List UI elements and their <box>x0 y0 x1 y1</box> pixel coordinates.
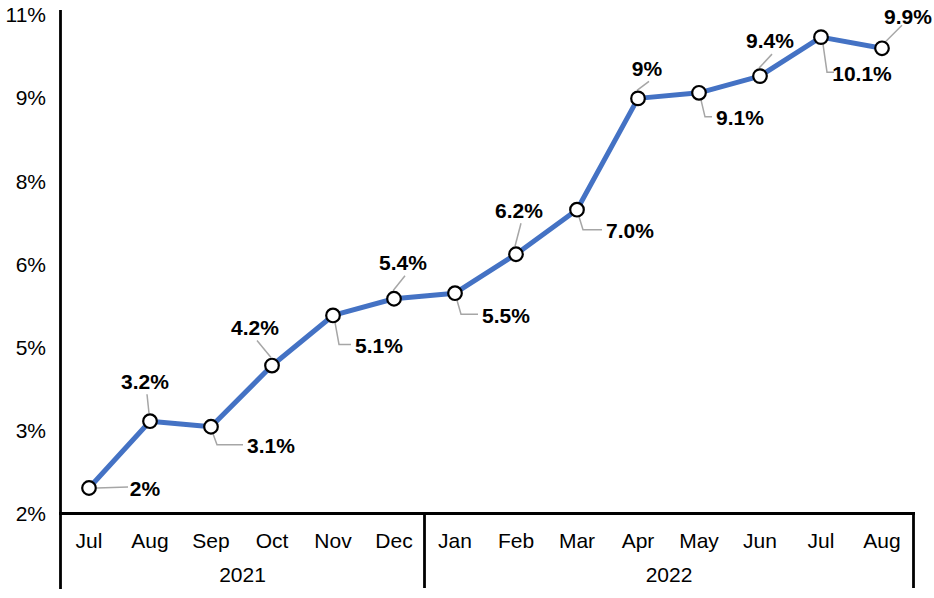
data-point-label: 5.5% <box>482 304 530 327</box>
x-month-label: Apr <box>622 529 655 552</box>
data-point-marker <box>204 420 218 434</box>
data-point-label: 6.2% <box>495 199 543 222</box>
label-leader-line <box>97 487 128 488</box>
data-point-label: 10.1% <box>832 62 892 85</box>
label-leader-line <box>335 322 351 344</box>
x-month-label: Feb <box>498 529 534 552</box>
label-leader-line <box>257 341 271 358</box>
label-leader-line <box>147 394 149 413</box>
label-leader-line <box>759 54 772 68</box>
y-tick-label: 3% <box>16 419 46 442</box>
data-point-label: 9% <box>632 57 663 80</box>
x-month-label: May <box>679 529 719 552</box>
data-point-label: 9.1% <box>716 106 764 129</box>
data-point-label: 5.4% <box>379 251 427 274</box>
data-point-label: 3.1% <box>247 434 295 457</box>
data-point-marker <box>387 292 401 306</box>
x-month-label: Nov <box>314 529 352 552</box>
label-leader-line <box>885 25 902 42</box>
data-point-label: 2% <box>130 477 161 500</box>
data-point-label: 9.9% <box>884 5 932 28</box>
y-tick-label: 8% <box>16 170 46 193</box>
data-point-label: 4.2% <box>231 316 279 339</box>
data-point-label: 3.2% <box>121 370 169 393</box>
x-month-label: Aug <box>131 529 168 552</box>
data-point-marker <box>326 309 340 323</box>
chart-canvas: 11% 9% 8% 6% 5% 3% 2% Jul Aug Sep Oct Nov Dec Jan Feb M… <box>0 0 934 598</box>
data-point-marker <box>631 92 645 106</box>
label-leader-line <box>213 434 243 445</box>
y-tick-label: 9% <box>16 86 46 109</box>
x-month-label: Jan <box>438 529 472 552</box>
y-tick-label: 6% <box>16 253 46 276</box>
x-month-label: Jul <box>808 529 835 552</box>
data-point-label: 9.4% <box>746 29 794 52</box>
data-point-marker <box>814 30 828 44</box>
label-leader-line <box>579 217 602 230</box>
x-month-label: Sep <box>192 529 229 552</box>
data-point-label: 5.1% <box>355 334 403 357</box>
y-tick-label: 2% <box>16 502 46 525</box>
data-point-marker <box>265 359 279 373</box>
label-leader-line <box>701 100 712 117</box>
data-point-marker <box>875 41 889 55</box>
label-leader-line <box>515 223 521 246</box>
label-leader-line <box>393 276 405 291</box>
y-tick-label: 5% <box>16 336 46 359</box>
data-point-marker <box>570 203 584 217</box>
percentage-line-chart: 11% 9% 8% 6% 5% 3% 2% Jul Aug Sep Oct Nov Dec Jan Feb M… <box>0 0 934 598</box>
data-point-marker <box>143 414 157 428</box>
x-month-label: Mar <box>559 529 595 552</box>
x-month-label: Jul <box>76 529 103 552</box>
data-point-marker <box>753 69 767 83</box>
data-point-label: 7.0% <box>606 219 654 242</box>
label-leader-line <box>637 81 649 90</box>
x-month-label: Jun <box>743 529 777 552</box>
x-year-label: 2022 <box>646 563 693 586</box>
y-tick-label: 11% <box>6 3 46 26</box>
x-month-label: Aug <box>863 529 900 552</box>
x-year-label: 2021 <box>219 563 266 586</box>
data-point-marker <box>509 247 523 261</box>
x-month-label: Oct <box>256 529 289 552</box>
data-point-marker <box>82 481 96 495</box>
data-point-marker <box>692 86 706 100</box>
label-leader-line <box>457 300 478 314</box>
x-month-label: Dec <box>375 529 412 552</box>
data-point-marker <box>448 286 462 300</box>
